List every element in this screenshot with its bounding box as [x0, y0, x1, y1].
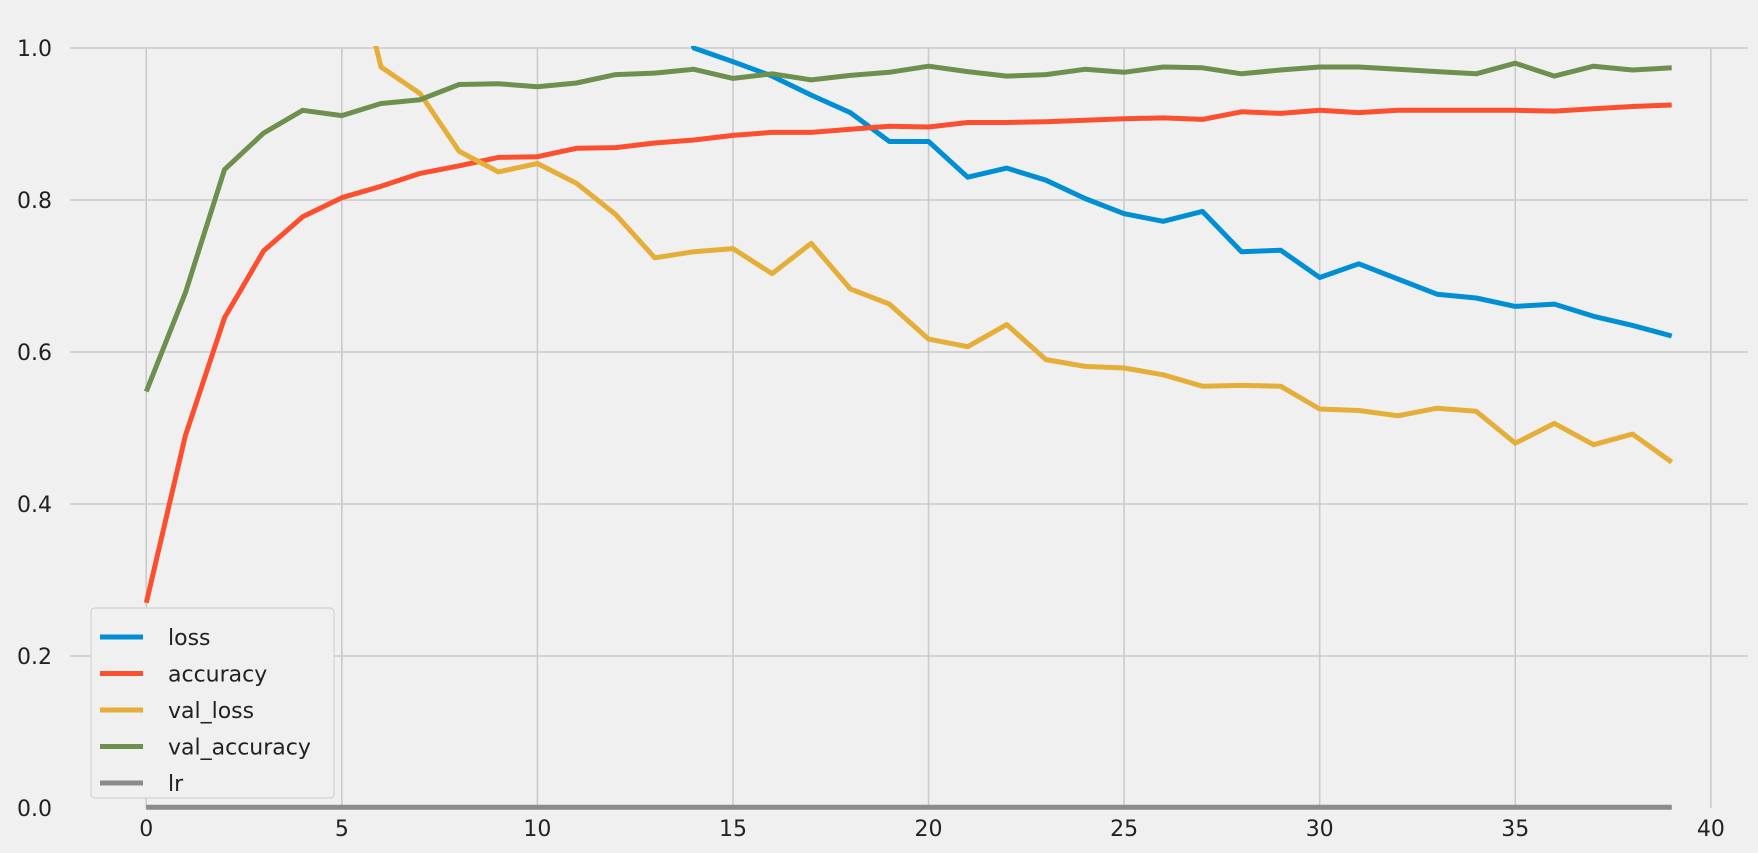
y-tick-label: 0.2 [17, 645, 52, 670]
y-tick-label: 1.0 [17, 37, 52, 62]
series-lines [143, 46, 1674, 810]
x-tick-label: 0 [139, 817, 153, 842]
y-tick-label: 0.6 [17, 341, 52, 366]
x-tick-label: 20 [915, 817, 943, 842]
grid [70, 47, 1748, 808]
series-line-accuracy [143, 102, 1672, 604]
series-line-loss [690, 46, 1673, 339]
x-tick-label: 5 [335, 817, 349, 842]
y-tick-label: 0.4 [17, 493, 52, 518]
axes: 0 5 10 15 20 25 30 35 40 0.0 0.2 0.4 0.6 0.8 1.0 [17, 37, 1725, 842]
legend-box [90, 607, 335, 799]
x-tick-label: 25 [1110, 817, 1138, 842]
series-line-val-accuracy [143, 60, 1672, 393]
y-tick-label: 0.8 [17, 189, 52, 214]
x-tick-label: 30 [1306, 817, 1334, 842]
legend-label-loss: loss [168, 626, 211, 651]
x-tick-label: 40 [1697, 817, 1725, 842]
series-line-val-loss [373, 46, 1674, 465]
x-tick-label: 15 [719, 817, 747, 842]
legend-label-val-accuracy: val_accuracy [168, 736, 311, 761]
legend-label-val-loss: val_loss [168, 699, 254, 724]
x-tick-label: 35 [1501, 817, 1529, 842]
y-tick-label: 0.0 [17, 797, 52, 822]
legend-label-lr: lr [168, 772, 184, 797]
legend-label-accuracy: accuracy [168, 663, 267, 688]
x-tick-label: 10 [523, 817, 551, 842]
